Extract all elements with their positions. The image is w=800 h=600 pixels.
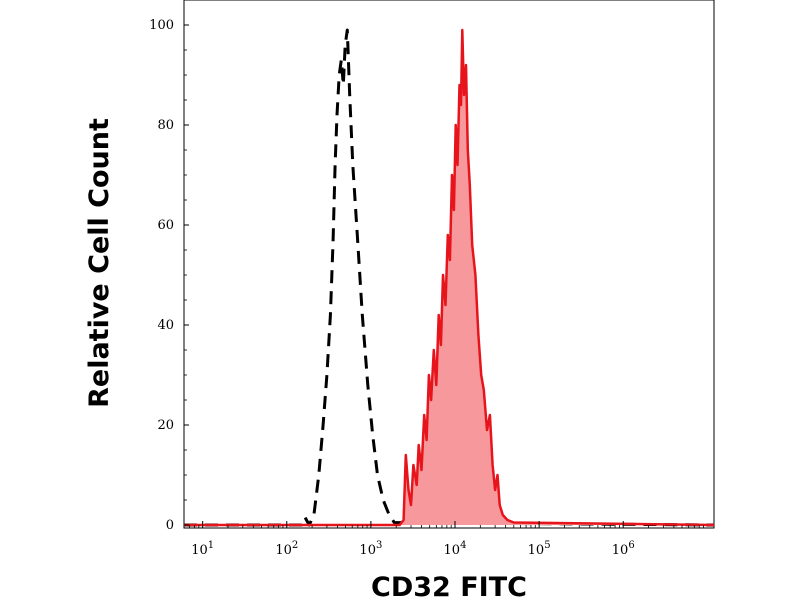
x-tick-label: 103 — [359, 540, 382, 558]
x-tick-label: 104 — [444, 540, 467, 558]
series-1-line — [184, 28, 715, 527]
x-tick-exponent: 6 — [628, 540, 634, 551]
plot-frame — [183, 0, 715, 529]
x-axis-ticks: 101 102 103 104 105 106 — [189, 521, 704, 558]
x-tick-base: 10 — [444, 543, 461, 558]
x-tick-exponent: 5 — [544, 540, 550, 551]
x-tick-base: 10 — [275, 543, 292, 558]
y-tick-label: 0 — [166, 518, 174, 533]
x-tick-exponent: 4 — [460, 540, 466, 551]
x-tick-exponent: 1 — [208, 540, 214, 551]
series-1-fill — [184, 30, 714, 525]
x-tick-label: 101 — [191, 540, 214, 558]
x-tick-base: 10 — [191, 543, 208, 558]
y-tick-label: 80 — [157, 118, 174, 133]
x-tick-label: 106 — [612, 540, 635, 558]
x-tick-exponent: 2 — [292, 540, 298, 551]
series-0-line — [184, 28, 715, 527]
y-tick-label: 20 — [157, 418, 174, 433]
x-tick-exponent: 3 — [376, 540, 382, 551]
x-axis-title: CD32 FITC — [371, 572, 527, 600]
x-tick-label: 102 — [275, 540, 298, 558]
y-tick-label: 60 — [157, 218, 174, 233]
y-tick-label: 100 — [149, 18, 174, 33]
y-axis-title: Relative Cell Count — [84, 118, 115, 408]
x-tick-base: 10 — [612, 543, 629, 558]
series-layer — [184, 28, 715, 527]
y-axis-ticks: 0 20 40 60 80 100 — [149, 18, 189, 533]
x-tick-label: 105 — [528, 540, 551, 558]
y-tick-label: 40 — [157, 318, 174, 333]
x-tick-base: 10 — [528, 543, 545, 558]
x-tick-base: 10 — [359, 543, 376, 558]
